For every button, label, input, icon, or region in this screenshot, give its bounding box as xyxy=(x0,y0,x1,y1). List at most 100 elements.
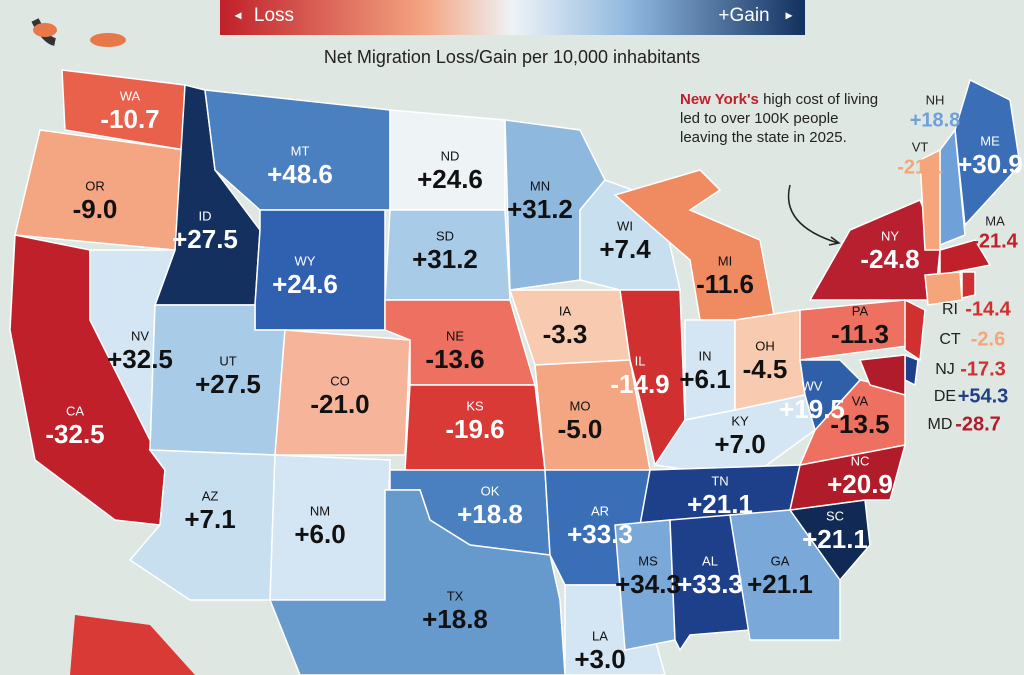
state-abbr: AZ xyxy=(202,488,219,503)
state-value: -10.7 xyxy=(100,104,159,134)
arrow-head xyxy=(828,236,841,246)
state-abbr: CA xyxy=(66,403,84,418)
state xyxy=(904,298,926,362)
state-value: +20.9 xyxy=(827,469,893,499)
state-abbr: NE xyxy=(446,328,464,343)
state-value: +18.8 xyxy=(457,499,523,529)
state xyxy=(858,354,906,396)
state xyxy=(961,271,976,299)
state-abbr: LA xyxy=(592,628,608,643)
state-abbr: KS xyxy=(466,398,484,413)
subtitle: Net Migration Loss/Gain per 10,000 inhab… xyxy=(324,47,700,67)
state-value: +18.8 xyxy=(422,604,488,634)
state-value: +33.3 xyxy=(677,569,743,599)
state xyxy=(789,444,907,511)
state-abbr: GA xyxy=(771,553,790,568)
state xyxy=(799,359,862,432)
state-abbr: ND xyxy=(441,148,460,163)
annotation: New York's high cost of living led to ov… xyxy=(680,90,890,147)
state-abbr: MN xyxy=(530,178,550,193)
state-abbr: WA xyxy=(120,88,141,103)
state-value: -19.6 xyxy=(445,414,504,444)
state-abbr: ID xyxy=(199,208,212,223)
state-abbr: MD xyxy=(928,416,953,433)
state-value: -24.8 xyxy=(860,244,919,274)
state-value: -21.4 xyxy=(972,230,1018,252)
state-abbr: OH xyxy=(755,338,775,353)
state-abbr: IA xyxy=(559,303,572,318)
state-abbr: VT xyxy=(912,139,929,154)
shoe xyxy=(33,23,57,37)
state-abbr: ME xyxy=(980,133,1000,148)
state-abbr: SD xyxy=(436,228,454,243)
legend-arrow-left: ◂ xyxy=(234,7,241,23)
state xyxy=(924,271,963,306)
state-value: +7.0 xyxy=(714,429,765,459)
legend-gain: +Gain xyxy=(718,5,769,26)
shoe xyxy=(90,33,126,47)
state-value: -2.6 xyxy=(971,328,1005,350)
state-abbr: MT xyxy=(291,143,310,158)
state-value: -3.3 xyxy=(543,319,588,349)
state-value: +18.8 xyxy=(910,109,961,131)
labels: WA-10.7OR-9.0CA-32.5ID+27.5MT+48.6WY+24.… xyxy=(45,88,1023,673)
state xyxy=(954,78,1021,227)
state-abbr: CT xyxy=(939,331,961,348)
state-value: -32.5 xyxy=(45,419,104,449)
state-value: +24.6 xyxy=(417,164,483,194)
state-value: +32.5 xyxy=(107,344,173,374)
state-abbr: DE xyxy=(934,388,956,405)
state-abbr: MO xyxy=(570,398,591,413)
state-value: +21.1 xyxy=(802,524,868,554)
state-value: +19.5 xyxy=(779,394,845,424)
state-value: +34.3 xyxy=(615,569,681,599)
annotation-text: high cost of living led to over 100K peo… xyxy=(680,91,879,146)
state xyxy=(274,329,411,456)
state-abbr: NH xyxy=(926,92,945,107)
annotation-arrow xyxy=(787,184,839,244)
state-value: -21.1 xyxy=(897,156,943,178)
state-abbr: PA xyxy=(852,303,869,318)
state-abbr: RI xyxy=(942,301,958,318)
state-abbr: VA xyxy=(852,393,869,408)
state-abbr: IL xyxy=(635,353,646,368)
state-value: -11.6 xyxy=(696,269,754,299)
state-value: -9.0 xyxy=(73,194,118,224)
state-abbr: KY xyxy=(731,413,749,428)
state-value: -17.3 xyxy=(960,358,1006,380)
state-value: +6.1 xyxy=(679,364,730,394)
state-value: +7.4 xyxy=(599,234,651,264)
state-value: +31.2 xyxy=(412,244,478,274)
legend-loss: Loss xyxy=(254,5,294,26)
state-abbr: TX xyxy=(447,588,464,603)
state-value: +27.5 xyxy=(172,224,238,254)
state-value: +54.3 xyxy=(958,385,1009,407)
state-value: +21.1 xyxy=(747,569,813,599)
state xyxy=(939,239,992,276)
states xyxy=(9,69,1021,675)
state-value: +33.3 xyxy=(567,519,633,549)
state-abbr: NM xyxy=(310,503,330,518)
state-value: +7.1 xyxy=(184,504,235,534)
legend-bar xyxy=(220,0,805,35)
state-abbr: TN xyxy=(711,473,728,488)
legend-arrow-right: ▸ xyxy=(785,7,792,23)
state-abbr: WY xyxy=(295,253,316,268)
state-value: +24.6 xyxy=(272,269,338,299)
state-abbr: WV xyxy=(802,378,823,393)
state-value: -14.9 xyxy=(610,369,669,399)
state-value: +31.2 xyxy=(507,194,573,224)
state-value: +27.5 xyxy=(195,369,261,399)
state-abbr: OR xyxy=(85,178,105,193)
state-abbr: NC xyxy=(851,453,870,468)
state-value: -4.5 xyxy=(743,354,788,384)
state-value: -5.0 xyxy=(558,414,603,444)
state xyxy=(613,169,776,321)
state-abbr: MS xyxy=(638,553,658,568)
state-abbr: MI xyxy=(718,253,732,268)
state-value: -13.5 xyxy=(830,409,889,439)
state-abbr: OK xyxy=(481,483,500,498)
state-value: +3.0 xyxy=(574,644,625,674)
